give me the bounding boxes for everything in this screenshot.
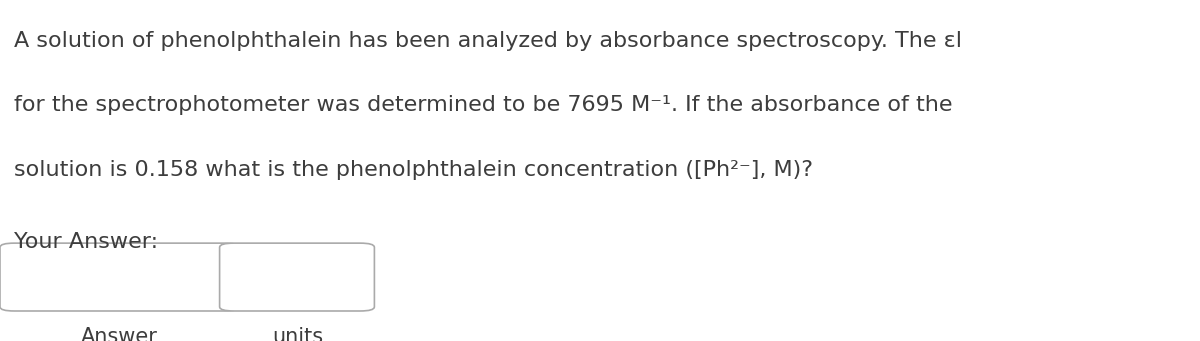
Text: A solution of phenolphthalein has been analyzed by absorbance spectroscopy. The : A solution of phenolphthalein has been a…: [14, 31, 962, 51]
FancyBboxPatch shape: [220, 243, 374, 311]
Text: Answer: Answer: [80, 327, 157, 341]
Text: for the spectrophotometer was determined to be 7695 M⁻¹. If the absorbance of th: for the spectrophotometer was determined…: [14, 95, 953, 116]
Text: solution is 0.158 what is the phenolphthalein concentration ([Ph²⁻], M)?: solution is 0.158 what is the phenolphth…: [14, 160, 814, 180]
Text: units: units: [272, 327, 323, 341]
FancyBboxPatch shape: [0, 243, 239, 311]
Text: Your Answer:: Your Answer:: [14, 232, 158, 252]
